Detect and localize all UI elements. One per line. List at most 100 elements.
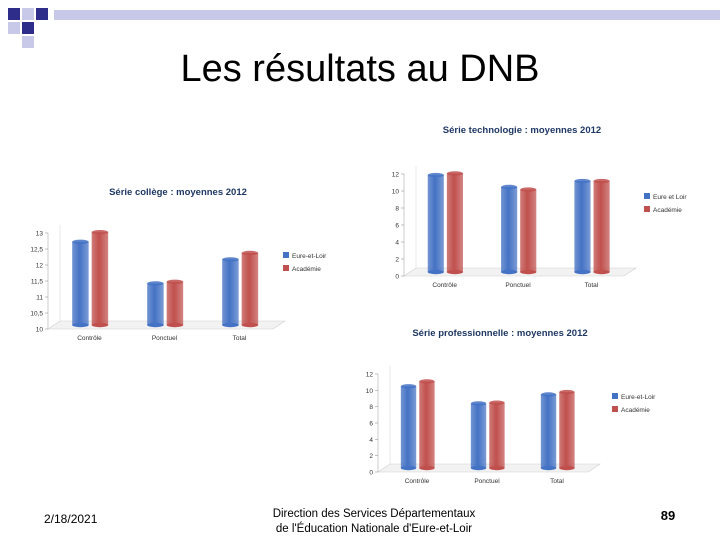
bar-base-2-2-0 <box>540 465 557 471</box>
bar-base-1-1-1 <box>520 269 537 275</box>
bar-base-1-0-1 <box>446 269 463 275</box>
chart-title: Série technologie : moyennes 2012 <box>443 125 601 136</box>
page-number: 89 <box>660 508 676 523</box>
footer-org-line2: de l'Éducation Nationale d'Eure-et-Loir <box>275 523 473 535</box>
y-tick-label: 11,5 <box>31 279 44 286</box>
slide-title: Les résultats au DNB <box>180 48 540 90</box>
bar-2-2-0 <box>540 394 557 468</box>
bar-top-0-0-0 <box>72 239 89 244</box>
chart-technology: Série technologie : moyennes 2012 0 2 4 6 8 10… <box>372 118 708 300</box>
x-tick-label: Total <box>550 478 564 485</box>
y-tick-label: 10 <box>36 327 44 334</box>
x-tick-label: Ponctuel <box>505 282 531 289</box>
bar-top-0-1-1 <box>166 279 184 284</box>
legend-swatch <box>283 265 289 271</box>
bar-top-1-0-0 <box>427 172 444 178</box>
legend-swatch <box>612 406 618 412</box>
y-tick-label: 2 <box>395 257 399 264</box>
legend-swatch <box>644 193 650 199</box>
bar-top-2-2-0 <box>540 392 557 397</box>
bar-base-0-1-1 <box>166 322 184 328</box>
bar-top-0-2-1 <box>241 250 259 256</box>
bar-top-2-2-1 <box>559 389 575 395</box>
bar-base-2-2-1 <box>559 465 575 471</box>
bar-base-1-2-1 <box>593 269 610 275</box>
bar-top-2-1-0 <box>470 401 487 406</box>
bar-2-0-1 <box>419 381 435 468</box>
bar-1-2-0 <box>574 181 591 272</box>
y-tick-label: 4 <box>395 240 399 247</box>
bar-top-2-0-0 <box>400 384 417 389</box>
y-tick-label: 10 <box>392 189 400 196</box>
bar-0-2-1 <box>241 253 259 325</box>
y-tick-label: 6 <box>369 421 373 428</box>
bar-base-0-1-0 <box>147 322 164 328</box>
bar-base-2-1-1 <box>489 465 505 471</box>
bar-top-0-0-1 <box>91 230 109 235</box>
footer-organization: Direction des Services Départementaux de… <box>240 507 508 537</box>
legend-label: Académie <box>621 407 650 414</box>
bar-base-2-1-0 <box>470 465 487 471</box>
footer-date: 2/18/2021 <box>44 512 98 526</box>
y-tick-label: 6 <box>395 223 399 230</box>
bar-0-1-1 <box>166 281 184 325</box>
y-tick-label: 0 <box>395 274 399 281</box>
x-tick-label: Contrôle <box>405 478 430 485</box>
bar-0-2-0 <box>222 259 239 325</box>
corner-decoration <box>8 8 720 48</box>
bar-top-1-0-1 <box>446 171 463 176</box>
bar-top-2-1-1 <box>489 400 505 405</box>
bar-base-0-0-1 <box>91 322 109 328</box>
x-tick-label: Ponctuel <box>474 478 500 485</box>
legend-swatch <box>283 252 289 258</box>
bar-1-0-1 <box>446 173 463 272</box>
bar-2-0-0 <box>400 386 417 468</box>
legend-label: Eure-et-Loir <box>292 253 327 260</box>
bar-top-1-1-0 <box>501 184 518 190</box>
y-tick-label: 13 <box>36 231 44 238</box>
legend-swatch <box>612 393 618 399</box>
x-tick-label: Total <box>584 282 598 289</box>
bar-1-0-0 <box>427 175 444 272</box>
bar-top-0-2-0 <box>222 257 239 262</box>
bar-0-1-0 <box>147 283 164 325</box>
y-tick-label: 12,5 <box>30 247 43 254</box>
y-tick-label: 8 <box>369 404 373 411</box>
bar-base-0-0-0 <box>72 322 89 328</box>
y-tick-label: 10,5 <box>30 311 43 318</box>
bar-1-1-0 <box>501 187 518 272</box>
legend-swatch <box>644 206 650 212</box>
x-tick-label: Contrôle <box>432 282 457 289</box>
bar-0-0-1 <box>91 232 109 325</box>
y-tick-label: 11 <box>36 295 43 302</box>
bar-top-1-2-0 <box>574 178 591 184</box>
bar-base-1-2-0 <box>574 269 591 275</box>
y-tick-label: 2 <box>369 453 373 460</box>
bar-top-1-2-1 <box>593 178 610 184</box>
bar-top-0-1-0 <box>147 281 164 286</box>
chart-college: Série collège : moyennes 2012 10 10,5 11 11,… <box>18 175 346 355</box>
bar-base-2-0-1 <box>419 465 435 471</box>
bar-base-1-1-0 <box>501 269 518 275</box>
bar-base-2-0-0 <box>400 465 417 471</box>
legend-label: Académie <box>292 266 321 273</box>
x-tick-label: Total <box>233 335 247 342</box>
y-tick-label: 10 <box>366 388 374 395</box>
bar-0-0-0 <box>72 241 89 325</box>
bar-1-2-1 <box>593 181 610 272</box>
x-tick-label: Contrôle <box>77 335 102 342</box>
y-tick-label: 4 <box>369 437 373 444</box>
y-tick-label: 8 <box>395 206 399 213</box>
bar-2-1-0 <box>470 403 487 468</box>
legend-label: Académie <box>653 207 682 214</box>
legend-label: Eure et Loir <box>653 194 687 201</box>
y-tick-label: 12 <box>392 172 400 179</box>
chart-title: Série professionnelle : moyennes 2012 <box>412 328 587 339</box>
bar-2-2-1 <box>559 392 575 468</box>
y-tick-label: 0 <box>369 470 373 477</box>
bar-2-1-1 <box>489 402 505 468</box>
chart-professional: Série professionnelle : moyennes 2012 0 2 4… <box>350 318 698 494</box>
footer-org-line1: Direction des Services Départementaux <box>272 508 476 520</box>
bar-base-1-0-0 <box>427 269 444 275</box>
legend-label: Eure-et-Loir <box>621 394 656 401</box>
